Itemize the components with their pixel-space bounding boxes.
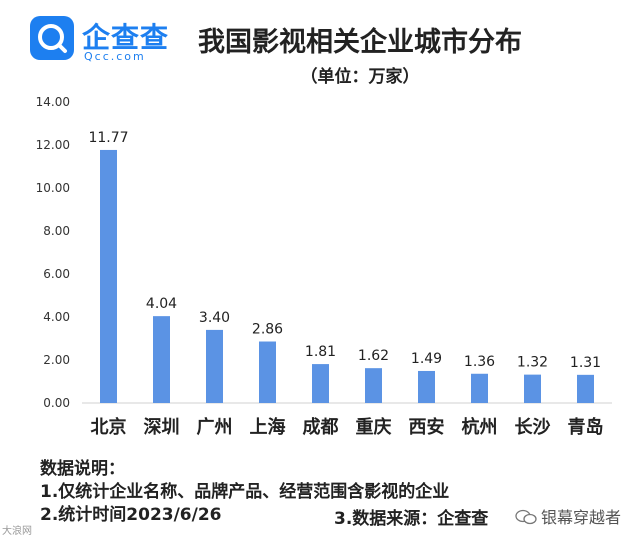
watermark-right: 银幕穿越者 [515,504,621,528]
y-tick-label: 6.00 [43,267,70,281]
y-tick-label: 12.00 [36,138,70,152]
x-tick-label: 北京 [91,416,127,438]
data-label: 1.62 [358,348,389,364]
notes-line-1: 1.仅统计企业名称、品牌产品、经营范围含影视的企业 [40,482,450,502]
wechat-icon [515,509,537,525]
bar [312,364,329,403]
x-tick-label: 杭州 [462,416,498,438]
qcc-logo-icon [30,16,74,60]
data-label: 2.86 [252,322,283,338]
watermark-right-text: 银幕穿越者 [541,508,622,527]
data-label: 3.40 [199,310,230,326]
chart-subtitle: （单位：万家） [300,67,420,87]
notes-heading: 数据说明： [40,459,125,479]
x-tick-label: 西安 [409,416,445,438]
y-tick-label: 4.00 [43,310,70,324]
data-label: 1.31 [570,355,601,371]
data-label: 1.32 [517,355,548,371]
data-label: 11.77 [88,130,128,146]
x-tick-label: 重庆 [356,416,392,438]
x-tick-label: 广州 [197,416,233,438]
bar [365,368,382,403]
y-tick-label: 14.00 [36,95,70,109]
bar [577,374,594,403]
bar [100,149,117,403]
brand-url: Qcc.com [84,50,146,63]
data-label: 1.49 [411,351,442,367]
data-label: 4.04 [146,296,177,312]
bar [524,374,541,403]
bar [206,329,223,403]
notes-line-3: 3.数据来源：企查查 [334,509,489,529]
x-tick-label: 上海 [250,416,286,438]
bar [153,316,170,403]
x-tick-label: 青岛 [568,416,604,438]
x-tick-label: 深圳 [144,416,180,438]
brand-name: 企查查 [82,21,170,54]
x-tick-label: 长沙 [515,417,551,438]
bar [418,370,435,403]
bar [259,341,276,403]
y-tick-label: 10.00 [36,181,70,195]
bar-chart: 0.00 2.00 4.00 6.00 8.00 10.00 12.00 14.00 11.77… [36,95,612,438]
bar [471,373,488,403]
y-tick-label: 2.00 [43,353,70,367]
notes-line-2: 2.统计时间2023/6/26 [40,505,222,525]
x-tick-label: 成都 [303,416,339,438]
data-label: 1.81 [305,344,336,360]
y-tick-label: 8.00 [43,224,70,238]
data-notes: 数据说明： 1.仅统计企业名称、品牌产品、经营范围含影视的企业 2.统计时间20… [40,458,449,527]
data-label: 1.36 [464,354,495,370]
watermark-left: 大浪网 [2,526,32,537]
y-tick-label: 0.00 [43,396,70,410]
brand-logo: 企查查 Qcc.com [30,14,180,66]
chart-title: 我国影视相关企业城市分布 [198,27,522,58]
